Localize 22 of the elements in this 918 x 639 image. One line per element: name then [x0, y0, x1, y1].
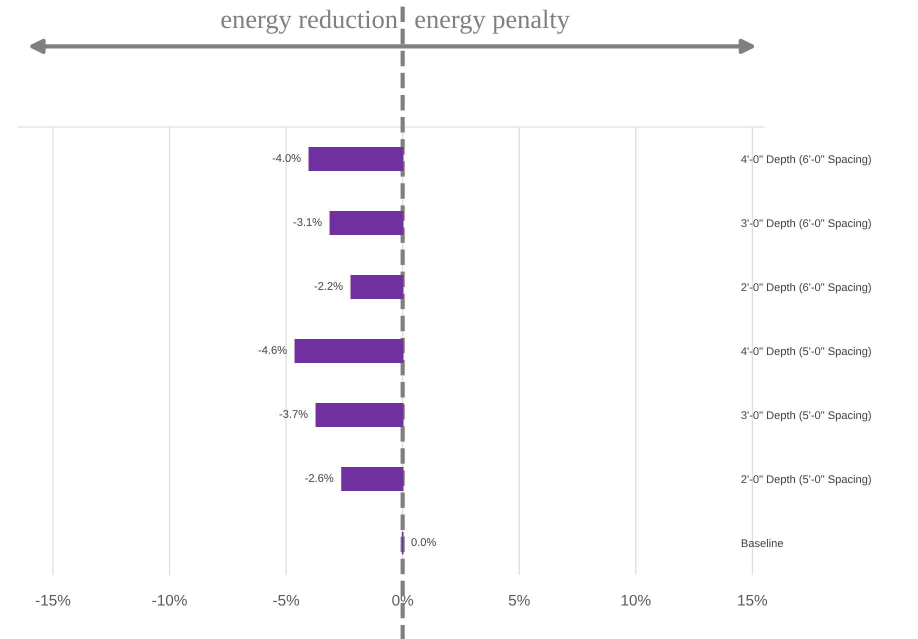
- x-tick-label: -5%: [273, 594, 300, 606]
- y-tick-label: Baseline: [742, 538, 784, 548]
- y-tick-label: 4'-0" Depth (6'-0" Spacing): [741, 154, 871, 166]
- data-label: -3.1%: [294, 218, 322, 226]
- text: energy penalty: [415, 10, 570, 34]
- data-label: -4.0%: [272, 154, 301, 162]
- x-tick-label: 10%: [622, 594, 651, 606]
- y-tick-label: 4'-0" Depth (5'-0" Spacing): [741, 346, 871, 358]
- y-tick-label: 2'-0" Depth (6'-0" Spacing): [741, 282, 871, 294]
- x-tick-label: 15%: [738, 594, 768, 606]
- text: energy reduction: [221, 10, 398, 34]
- y-tick-label: 2'-0" Depth (5'-0" Spacing): [741, 474, 871, 486]
- data-label: -4.6%: [258, 346, 287, 354]
- data-label: -2.2%: [314, 282, 343, 290]
- x-tick-label: -15%: [36, 594, 70, 606]
- data-label: -3.7%: [280, 410, 308, 418]
- y-tick-label: 3'-0" Depth (5'-0" Spacing): [741, 410, 871, 422]
- x-tick-label: 5%: [508, 594, 530, 606]
- x-tick-label: -10%: [152, 594, 187, 606]
- data-label: 0.0%: [411, 538, 436, 546]
- data-label: -2.6%: [305, 474, 334, 482]
- y-tick-label: 3'-0" Depth (6'-0" Spacing): [741, 218, 871, 230]
